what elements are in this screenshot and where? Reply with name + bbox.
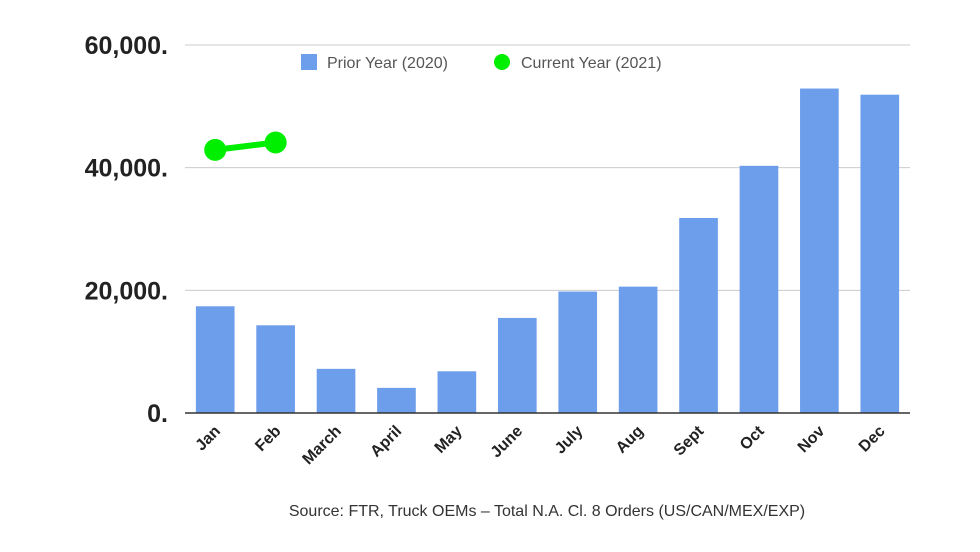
x-tick-label: Dec: [856, 423, 889, 456]
y-tick-label: 40,000.: [85, 155, 168, 183]
bar-jan: [195, 306, 235, 413]
source-note: Source: FTR, Truck OEMs – Total N.A. Cl.…: [289, 503, 805, 520]
legend-swatch-prior-year: [301, 54, 317, 70]
x-tick-label: Feb: [252, 423, 284, 455]
bar-march: [316, 368, 356, 413]
x-tick-label: Aug: [613, 423, 647, 457]
gridlines: [185, 44, 910, 291]
bar-april: [377, 387, 416, 413]
x-tick-label: Nov: [795, 423, 828, 456]
bar-june: [497, 317, 537, 413]
legend: Prior Year (2020) Current Year (2021): [301, 54, 662, 72]
legend-label-prior-year: Prior Year (2020): [327, 55, 448, 72]
x-tick-label: March: [300, 423, 345, 468]
x-tick-label: Sept: [671, 422, 708, 459]
x-tick-label: June: [488, 423, 526, 461]
current-year-point-jan: [204, 138, 227, 161]
y-tick-label: 60,000.: [85, 32, 168, 60]
bar-dec: [860, 94, 900, 414]
bar-oct: [739, 165, 779, 413]
x-tick-label: Oct: [737, 422, 768, 453]
x-tick-label: May: [432, 423, 466, 457]
bar-may: [437, 371, 477, 413]
bars: [195, 88, 900, 414]
x-tick-label: Jan: [193, 423, 225, 455]
bar-nov: [800, 88, 839, 414]
legend-label-current-year: Current Year (2021): [521, 55, 662, 72]
current-year-line: [204, 131, 287, 161]
bar-feb: [256, 325, 295, 413]
bar-sept: [679, 217, 718, 413]
x-tick-label: April: [367, 423, 405, 461]
y-tick-label: 0.: [147, 400, 168, 428]
legend-swatch-current-year: [494, 54, 510, 70]
x-axis-ticks: Jan Feb March April May June July Aug Sept Oct Nov…: [193, 422, 889, 468]
current-year-point-feb: [264, 131, 287, 154]
bar-aug: [618, 286, 658, 413]
x-tick-label: July: [552, 423, 587, 458]
y-tick-label: 20,000.: [85, 277, 168, 305]
bar-july: [558, 291, 598, 413]
y-axis-ticks: 0. 20,000. 40,000. 60,000.: [85, 32, 168, 428]
